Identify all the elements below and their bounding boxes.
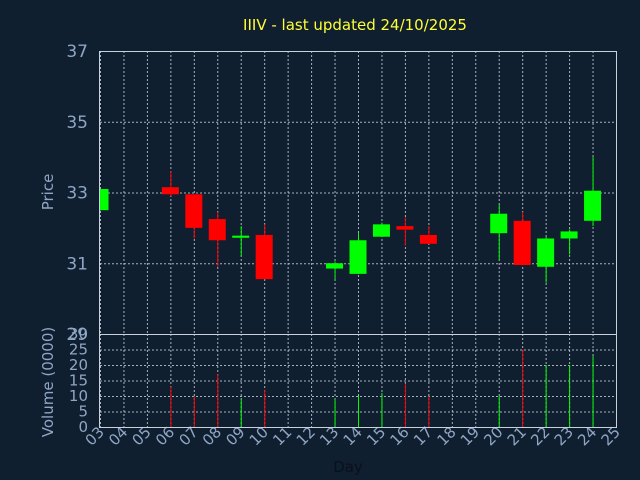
volume-tick-label: 30 xyxy=(69,325,88,343)
price-tick-label: 35 xyxy=(66,113,88,133)
volume-panel-frame xyxy=(99,334,617,428)
x-axis-title: Day xyxy=(333,458,363,476)
candle-body xyxy=(513,220,531,266)
volume-tick-label: 25 xyxy=(69,341,88,359)
volume-axis-title: Volume (0000) xyxy=(39,327,57,437)
candle-body xyxy=(232,235,250,238)
price-tick-label: 33 xyxy=(66,184,88,204)
volume-bars xyxy=(170,349,594,427)
price-tick-label: 37 xyxy=(66,42,88,62)
volume-tick-label: 10 xyxy=(69,387,88,405)
volume-tick-label: 20 xyxy=(69,356,88,374)
candle-body xyxy=(584,190,602,221)
candle-body xyxy=(185,194,203,228)
candle-body xyxy=(100,188,109,211)
candle-body xyxy=(419,234,437,244)
candle-body xyxy=(208,219,226,241)
volume-tick-label: 0 xyxy=(78,418,88,436)
candle-body xyxy=(537,238,555,267)
volume-tick-label: 15 xyxy=(69,372,88,390)
price-tick-label: 31 xyxy=(66,254,88,274)
candle-body xyxy=(161,187,179,195)
price-tick-label: 29 xyxy=(66,325,88,345)
volume-tick-label: 5 xyxy=(78,403,88,421)
candle-body xyxy=(560,231,578,239)
chart-title: IIIV - last updated 24/10/2025 xyxy=(243,16,467,34)
candle-body xyxy=(372,224,390,237)
candle-body xyxy=(349,240,367,274)
price-axis-title: Price xyxy=(39,174,57,211)
candle-body xyxy=(490,213,508,234)
candles xyxy=(100,157,602,283)
candle-body xyxy=(396,226,414,230)
candle-body xyxy=(326,263,344,269)
price-tick-labels: 37 35 33 31 29 xyxy=(66,42,88,345)
candle-body xyxy=(255,234,273,280)
